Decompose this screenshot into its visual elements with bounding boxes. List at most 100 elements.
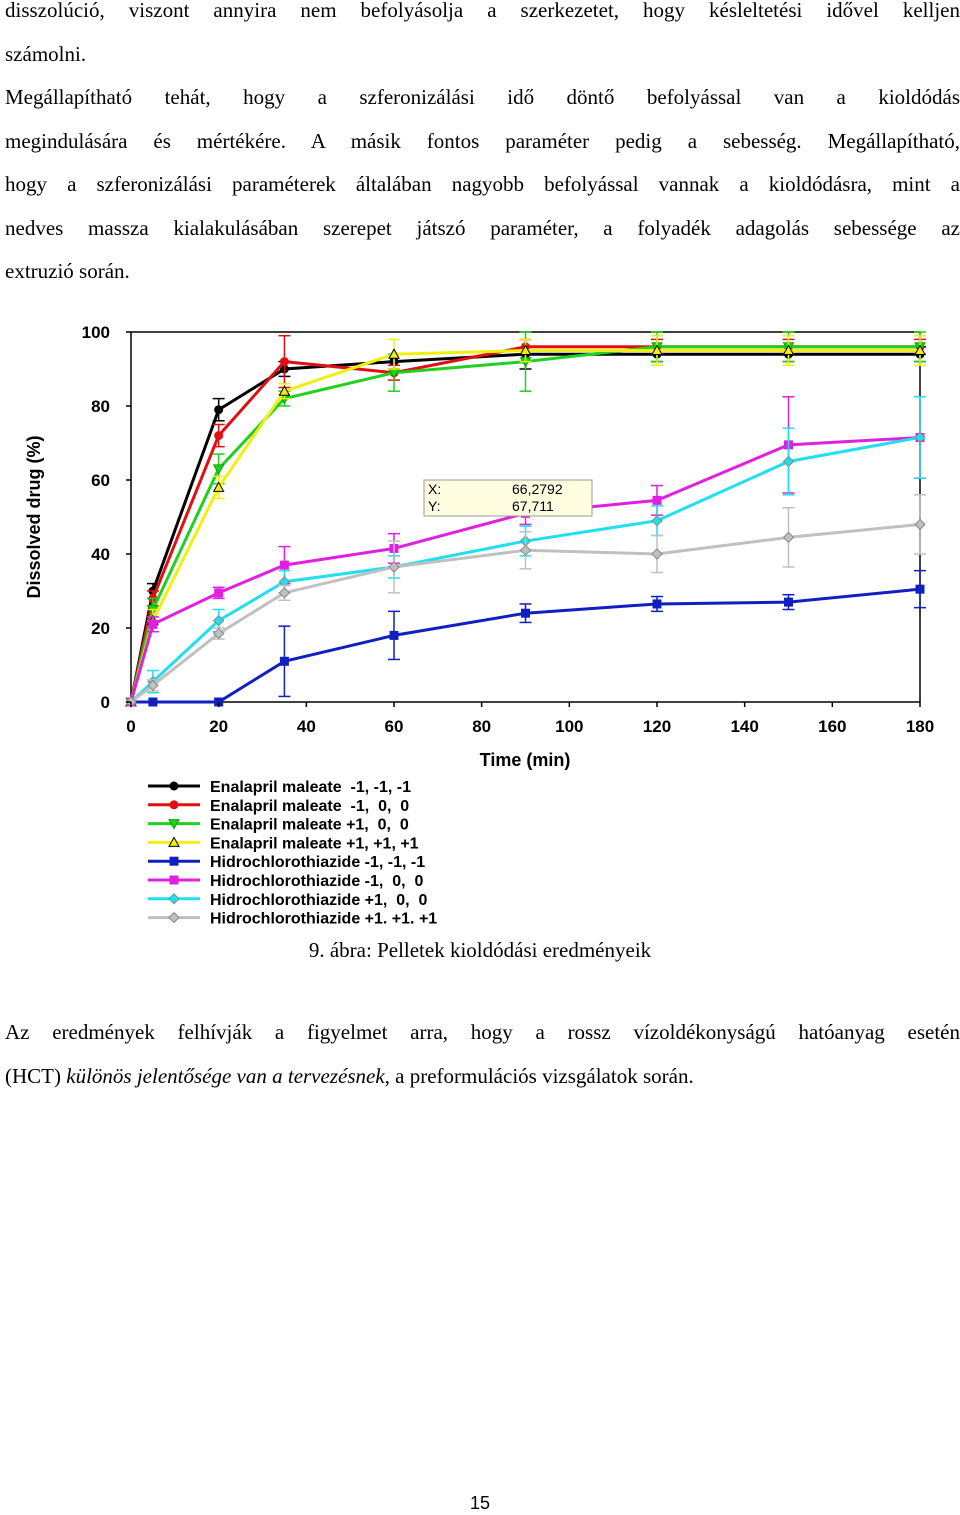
legend-entry: Enalapril maleate +1, 0, 0 bbox=[148, 817, 409, 834]
y-tick-label: 80 bbox=[91, 397, 110, 416]
data-point bbox=[169, 781, 179, 791]
x-tick-label: 40 bbox=[297, 717, 316, 736]
data-point bbox=[914, 518, 926, 531]
x-tick-label: 80 bbox=[472, 717, 491, 736]
data-point bbox=[169, 856, 179, 866]
data-point bbox=[169, 800, 179, 810]
text-line: extruzió során. bbox=[5, 259, 130, 283]
data-point bbox=[214, 588, 224, 598]
legend-entry: Enalapril maleate +1, +1, +1 bbox=[148, 835, 419, 852]
x-tick-label: 120 bbox=[643, 717, 671, 736]
text-segment: , a preformulációs vizsgálatok során. bbox=[384, 1063, 694, 1088]
data-point bbox=[521, 608, 530, 618]
legend-entry: Hidrochlorothiazide +1. +1. +1 bbox=[148, 911, 437, 928]
data-point bbox=[651, 514, 663, 527]
data-point bbox=[652, 599, 662, 609]
data-point bbox=[214, 405, 224, 415]
legend-entry: Enalapril maleate -1, -1, -1 bbox=[148, 779, 411, 796]
page-number: 15 bbox=[469, 1493, 491, 1513]
tooltip-x-label: X: bbox=[428, 481, 441, 497]
data-point bbox=[168, 819, 180, 830]
y-tick-label: 100 bbox=[82, 323, 110, 342]
text-line: megindulására és mértékére. A másik font… bbox=[5, 128, 960, 153]
data-point bbox=[147, 679, 159, 692]
data-point bbox=[279, 357, 289, 367]
tooltip-box bbox=[423, 479, 593, 517]
data-point bbox=[169, 875, 179, 885]
legend-label: Hidrochlorothiazide +1. +1. +1 bbox=[210, 911, 437, 928]
data-point bbox=[148, 697, 158, 707]
data-point bbox=[915, 584, 925, 594]
text-line: (HCT) különös jelentősége van a tervezés… bbox=[5, 1055, 960, 1099]
data-point bbox=[148, 619, 158, 629]
data-point bbox=[914, 431, 926, 444]
legend-label: Enalapril maleate +1, +1, +1 bbox=[210, 835, 419, 852]
x-tick-label: 20 bbox=[209, 717, 228, 736]
legend-label: Hidrochlorothiazide -1, 0, 0 bbox=[210, 873, 423, 890]
legend-label: Enalapril maleate -1, 0, 0 bbox=[210, 798, 409, 815]
series-line bbox=[129, 435, 921, 703]
data-point bbox=[212, 464, 225, 475]
data-point bbox=[914, 344, 926, 355]
legend-entry: Hidrochlorothiazide +1, 0, 0 bbox=[148, 892, 427, 909]
x-tick-label: 100 bbox=[555, 717, 583, 736]
data-point bbox=[651, 548, 663, 560]
legend-entry: Enalapril maleate -1, 0, 0 bbox=[148, 798, 409, 815]
x-tick-label: 140 bbox=[730, 717, 758, 736]
figure-caption: 9. ábra: Pelletek kioldódási eredményeik bbox=[308, 938, 652, 962]
series-8 bbox=[125, 494, 926, 708]
legend-label: Enalapril maleate +1, 0, 0 bbox=[210, 817, 409, 834]
data-point bbox=[519, 344, 532, 355]
data-point bbox=[212, 614, 225, 627]
data-point bbox=[279, 560, 289, 570]
data-point bbox=[782, 455, 795, 468]
y-axis-title: Dissolved drug (%) bbox=[24, 435, 44, 598]
data-point bbox=[168, 893, 180, 905]
legend-label: Hidrochlorothiazide -1, -1, -1 bbox=[210, 854, 425, 871]
text-line: Megállapítható tehát, hogy a szferonizál… bbox=[5, 85, 960, 109]
x-tick-label: 160 bbox=[818, 717, 846, 736]
data-point bbox=[278, 587, 291, 599]
y-tick-label: 20 bbox=[91, 619, 110, 638]
data-point bbox=[279, 656, 289, 666]
legend-label: Hidrochlorothiazide +1, 0, 0 bbox=[210, 892, 427, 909]
data-point bbox=[168, 911, 180, 924]
tooltip-y-value: 67,711 bbox=[512, 498, 554, 514]
legend-entry: Hidrochlorothiazide -1, -1, -1 bbox=[148, 854, 425, 871]
series-1 bbox=[126, 338, 926, 707]
data-point bbox=[212, 627, 225, 640]
x-axis-title: Time (min) bbox=[480, 750, 571, 770]
x-tick-label: 60 bbox=[385, 717, 404, 736]
data-point bbox=[784, 597, 793, 607]
x-tick-label: 180 bbox=[906, 717, 934, 736]
text-line: disszolúció, viszont annyira nem befolyá… bbox=[5, 0, 960, 22]
text-line: nedves massza kialakulásában szerepet já… bbox=[5, 215, 960, 240]
text-line: számolni. bbox=[5, 41, 87, 66]
data-point bbox=[168, 836, 180, 847]
text-line: hogy a szferonizálási paraméterek általá… bbox=[5, 172, 960, 196]
data-point bbox=[214, 431, 224, 441]
dissolution-chart: 0 20 40 60 80 100 120 140 160 180 0 20 40 60 80 100 X: … bbox=[0, 310, 960, 930]
text-line: Az eredmények felhívják a figyelmet arra… bbox=[5, 1020, 960, 1044]
paragraph-1: disszolúció, viszont annyira nem befolyá… bbox=[5, 0, 960, 294]
data-point bbox=[212, 481, 225, 492]
data-point bbox=[782, 344, 795, 355]
x-tick-label: 0 bbox=[126, 717, 135, 736]
data-point bbox=[519, 544, 532, 557]
y-tick-label: 0 bbox=[101, 693, 110, 712]
data-point bbox=[652, 495, 662, 505]
y-tick-label: 60 bbox=[91, 471, 110, 490]
legend-label: Enalapril maleate -1, -1, -1 bbox=[210, 779, 411, 796]
italic-emphasis: különös jelentősége van a tervezésnek bbox=[66, 1063, 385, 1088]
tooltip-y-label: Y: bbox=[428, 498, 440, 514]
data-point bbox=[278, 385, 291, 396]
data-point bbox=[389, 630, 399, 640]
series-line bbox=[129, 435, 921, 704]
y-tick-label: 40 bbox=[91, 545, 110, 564]
series-5 bbox=[126, 569, 926, 707]
data-point bbox=[388, 561, 400, 573]
text-segment: (HCT) bbox=[5, 1063, 67, 1088]
data-point bbox=[782, 531, 795, 544]
tooltip-x-value: 66,2792 bbox=[512, 481, 563, 497]
